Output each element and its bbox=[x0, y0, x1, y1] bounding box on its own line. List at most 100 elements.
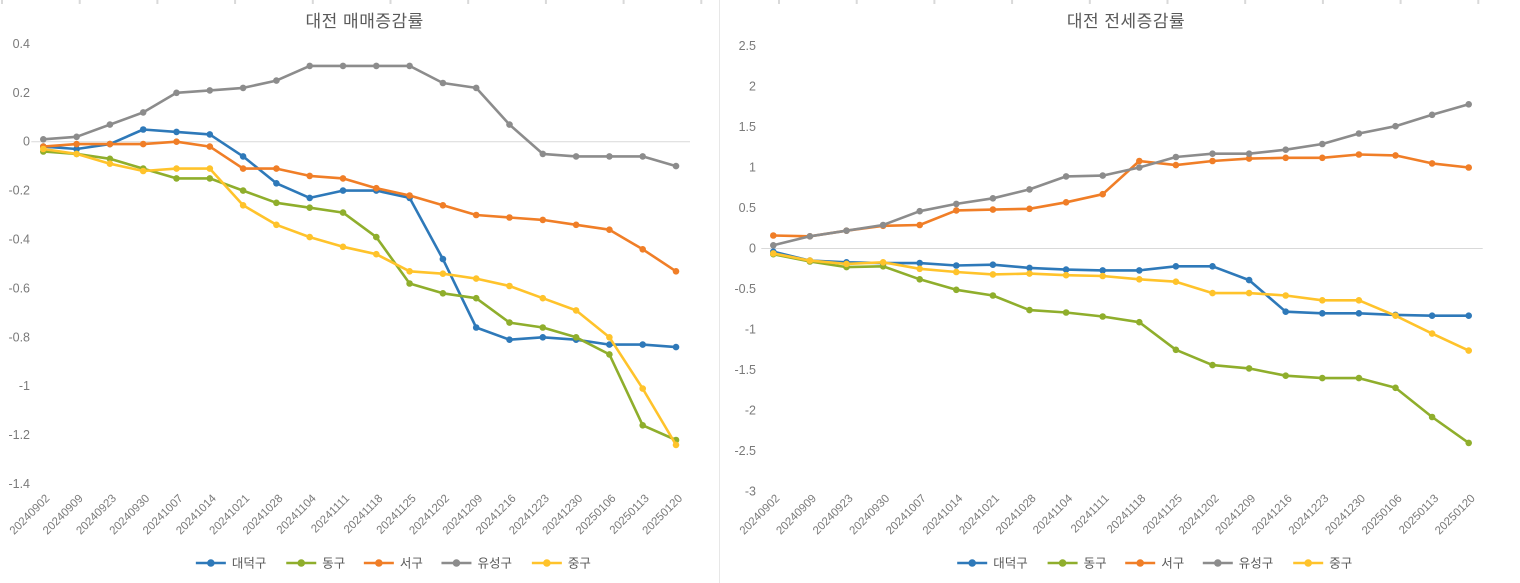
data-point bbox=[1245, 365, 1253, 372]
data-point bbox=[1172, 161, 1180, 169]
chart1-markers-dong-gu bbox=[770, 250, 1472, 447]
legend-item-daedeok-gu[interactable]: 대덕구 bbox=[957, 557, 1028, 571]
legend-item-yuseong-gu[interactable]: 유성구 bbox=[441, 557, 512, 571]
data-point bbox=[539, 216, 547, 224]
data-point bbox=[1465, 347, 1472, 354]
data-point bbox=[916, 207, 923, 215]
legend-item-dong-gu[interactable]: 동구 bbox=[1047, 557, 1107, 571]
data-point bbox=[1099, 272, 1106, 280]
legend-marker-dot bbox=[1304, 559, 1312, 567]
y-tick-label: 0.2 bbox=[13, 86, 30, 100]
data-point bbox=[639, 385, 646, 392]
legend-label: 유성구 bbox=[1239, 557, 1274, 571]
data-point bbox=[406, 280, 413, 287]
data-point bbox=[173, 175, 180, 182]
legend-marker-dot bbox=[452, 559, 461, 567]
data-point bbox=[1172, 346, 1180, 354]
data-point bbox=[472, 84, 480, 92]
data-point bbox=[843, 260, 850, 268]
y-tick-label: 0 bbox=[23, 135, 30, 149]
data-point bbox=[1099, 267, 1106, 274]
data-point bbox=[1026, 205, 1033, 213]
data-point bbox=[1172, 263, 1180, 270]
chart1-markers-jung-gu bbox=[770, 250, 1472, 354]
data-point bbox=[1282, 146, 1289, 153]
data-point bbox=[306, 204, 314, 211]
data-point bbox=[572, 221, 580, 229]
legend-item-jung-gu[interactable]: 중구 bbox=[1293, 557, 1352, 571]
data-point bbox=[339, 175, 347, 182]
data-point bbox=[1428, 330, 1436, 337]
data-point bbox=[406, 62, 413, 70]
chart0-markers-yuseong-gu bbox=[40, 62, 680, 170]
data-point bbox=[273, 221, 280, 229]
data-point bbox=[1319, 297, 1326, 304]
data-point bbox=[606, 351, 613, 358]
data-point bbox=[1245, 276, 1253, 284]
legend-label: 동구 bbox=[322, 557, 345, 571]
data-point bbox=[1392, 384, 1399, 392]
chart-title: 대전 전세증감률 bbox=[1067, 12, 1185, 31]
data-point bbox=[1099, 313, 1106, 320]
data-point bbox=[273, 180, 280, 187]
y-tick-label: 1 bbox=[749, 161, 756, 175]
legend-item-daedeok-gu[interactable]: 대덕구 bbox=[195, 557, 267, 571]
legend-item-seo-gu[interactable]: 서구 bbox=[1125, 557, 1184, 571]
data-point bbox=[139, 140, 147, 148]
data-point bbox=[1062, 266, 1070, 273]
legend-marker-dot bbox=[543, 559, 551, 567]
data-point bbox=[406, 192, 413, 199]
data-point bbox=[843, 227, 850, 234]
legend-item-jung-gu[interactable]: 중구 bbox=[531, 557, 591, 571]
data-point bbox=[472, 294, 480, 302]
chart0-line-dong-gu bbox=[41, 150, 678, 442]
data-point bbox=[40, 145, 47, 153]
data-point bbox=[989, 292, 997, 299]
top-strip bbox=[1, 0, 1480, 4]
data-point bbox=[1428, 312, 1436, 320]
legend-item-yuseong-gu[interactable]: 유성구 bbox=[1202, 557, 1274, 571]
data-point bbox=[373, 250, 380, 258]
data-point bbox=[1172, 153, 1180, 161]
data-point bbox=[1026, 306, 1033, 314]
data-point bbox=[672, 162, 680, 170]
legend-label: 동구 bbox=[1084, 557, 1107, 571]
data-point bbox=[273, 77, 280, 84]
data-point bbox=[1136, 164, 1143, 171]
data-point bbox=[606, 226, 613, 233]
data-point bbox=[273, 165, 280, 172]
data-point bbox=[506, 336, 513, 344]
data-point bbox=[639, 153, 646, 160]
y-tick-label: -1 bbox=[19, 379, 30, 393]
data-point bbox=[306, 62, 314, 70]
data-point bbox=[1319, 374, 1326, 382]
y-tick-label: -1 bbox=[745, 323, 756, 337]
data-point bbox=[173, 165, 180, 172]
data-point bbox=[1062, 199, 1070, 206]
y-tick-label: 0.5 bbox=[739, 201, 756, 215]
chart1-line-seo-gu bbox=[771, 153, 1470, 238]
legend-marker-dot bbox=[297, 559, 306, 567]
data-point bbox=[373, 184, 380, 192]
legend-label: 대덕구 bbox=[232, 557, 267, 571]
data-point bbox=[953, 262, 960, 269]
legend-item-seo-gu[interactable]: 서구 bbox=[363, 557, 423, 571]
chart1-markers-daedeok-gu bbox=[770, 248, 1472, 320]
data-point bbox=[439, 270, 447, 278]
data-point bbox=[572, 307, 580, 314]
data-point bbox=[770, 232, 777, 239]
legend-item-dong-gu[interactable]: 동구 bbox=[286, 557, 345, 571]
data-point bbox=[1209, 361, 1216, 369]
y-tick-label: -2 bbox=[745, 404, 756, 418]
data-point bbox=[506, 121, 513, 128]
sale-price-change-chart: 대전 매매증감률 0.4 0.2 0 -0.2 -0.4 -0.6 -0.8 -1 -1.2 -1.… bbox=[8, 12, 690, 571]
data-point bbox=[539, 324, 547, 331]
chart0-line-jung-gu bbox=[41, 147, 678, 447]
data-point bbox=[1319, 310, 1326, 317]
data-point bbox=[1282, 292, 1289, 299]
data-point bbox=[1465, 439, 1472, 447]
data-point bbox=[1392, 312, 1399, 320]
legend-marker-dot bbox=[207, 559, 215, 567]
data-point bbox=[539, 334, 547, 341]
data-point bbox=[770, 242, 777, 249]
